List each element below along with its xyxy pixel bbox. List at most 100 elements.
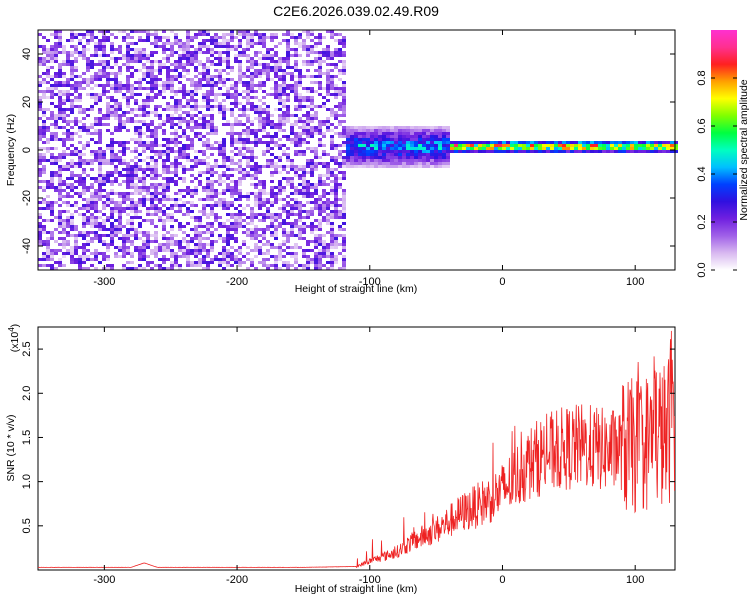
heatmap-cell — [338, 102, 342, 105]
heatmap-cell — [58, 189, 62, 192]
heatmap-cell — [70, 255, 74, 258]
heatmap-cell — [146, 141, 150, 144]
heatmap-cell — [342, 195, 346, 198]
heatmap-cell — [638, 141, 642, 144]
heatmap-cell — [210, 153, 214, 156]
heatmap-cell — [38, 237, 42, 240]
heatmap-cell — [134, 165, 138, 168]
heatmap-cell — [82, 243, 86, 246]
heatmap-cell — [42, 147, 46, 150]
heatmap-cell — [262, 213, 266, 216]
heatmap-cell — [78, 141, 82, 144]
heatmap-cell — [162, 198, 166, 201]
heatmap-cell — [438, 147, 442, 150]
heatmap-cell — [314, 129, 318, 132]
heatmap-cell — [70, 75, 74, 78]
heatmap-cell — [422, 153, 426, 156]
heatmap-cell — [166, 114, 170, 117]
heatmap-cell — [310, 228, 314, 231]
heatmap-cell — [38, 234, 42, 237]
heatmap-cell — [126, 222, 130, 225]
heatmap-cell — [274, 135, 278, 138]
heatmap-cell — [342, 198, 346, 201]
heatmap-cell — [622, 141, 626, 144]
heatmap-cell — [126, 87, 130, 90]
heatmap-cell — [202, 225, 206, 228]
heatmap-cell — [90, 153, 94, 156]
heatmap-cell — [286, 45, 290, 48]
heatmap-cell — [198, 87, 202, 90]
heatmap-cell — [162, 48, 166, 51]
heatmap-cell — [322, 165, 326, 168]
heatmap-cell — [362, 156, 366, 159]
heatmap-cell — [442, 147, 446, 150]
heatmap-cell — [82, 54, 86, 57]
heatmap-cell — [94, 204, 98, 207]
heatmap-cell — [394, 144, 398, 147]
heatmap-cell — [342, 60, 346, 63]
heatmap-cell — [210, 204, 214, 207]
heatmap-cell — [46, 207, 50, 210]
heatmap-cell — [174, 66, 178, 69]
heatmap-cell — [114, 72, 118, 75]
heatmap-cell — [414, 135, 418, 138]
heatmap-cell — [38, 156, 42, 159]
heatmap-cell — [186, 264, 190, 267]
heatmap-cell — [270, 186, 274, 189]
heatmap-cell — [146, 210, 150, 213]
heatmap-cell — [314, 192, 318, 195]
heatmap-cell — [298, 228, 302, 231]
heatmap-cell — [166, 207, 170, 210]
heatmap-cell — [370, 144, 374, 147]
heatmap-cell — [366, 153, 370, 156]
heatmap-cell — [254, 162, 258, 165]
heatmap-cell — [278, 60, 282, 63]
heatmap-cell — [206, 186, 210, 189]
heatmap-cell — [46, 252, 50, 255]
heatmap-cell — [434, 153, 438, 156]
heatmap-cell — [162, 30, 166, 33]
heatmap-cell — [42, 171, 46, 174]
heatmap-cell — [70, 135, 74, 138]
heatmap-cell — [146, 168, 150, 171]
heatmap-cell — [306, 120, 310, 123]
heatmap-cell — [518, 144, 522, 147]
heatmap-cell — [94, 75, 98, 78]
heatmap-cell — [114, 180, 118, 183]
heatmap-cell — [150, 144, 154, 147]
heatmap-cell — [418, 162, 422, 165]
heatmap-cell — [362, 162, 366, 165]
heatmap-cell — [302, 99, 306, 102]
heatmap-cell — [282, 261, 286, 264]
heatmap-cell — [446, 138, 450, 141]
heatmap-cell — [166, 237, 170, 240]
heatmap-cell — [574, 141, 578, 144]
heatmap-cell — [62, 72, 66, 75]
heatmap-cell — [130, 243, 134, 246]
heatmap-cell — [270, 57, 274, 60]
heatmap-cell — [142, 267, 146, 270]
heatmap-cell — [130, 171, 134, 174]
heatmap-cell — [54, 48, 58, 51]
heatmap-cell — [194, 87, 198, 90]
heatmap-cell — [70, 93, 74, 96]
heatmap-cell — [242, 54, 246, 57]
heatmap-cell — [162, 222, 166, 225]
heatmap-cell — [58, 84, 62, 87]
heatmap-cell — [258, 105, 262, 108]
heatmap-cell — [46, 39, 50, 42]
heatmap-cell — [94, 54, 98, 57]
heatmap-cell — [74, 174, 78, 177]
heatmap-cell — [230, 180, 234, 183]
heatmap-cell — [186, 102, 190, 105]
heatmap-cell — [246, 117, 250, 120]
heatmap-cell — [118, 237, 122, 240]
heatmap-cell — [202, 114, 206, 117]
heatmap-cell — [306, 51, 310, 54]
spectrogram-xlabel: Height of straight line (km) — [295, 283, 418, 295]
heatmap-cell — [142, 159, 146, 162]
heatmap-cell — [58, 72, 62, 75]
heatmap-cell — [482, 141, 486, 144]
heatmap-cell — [326, 51, 330, 54]
heatmap-cell — [150, 240, 154, 243]
